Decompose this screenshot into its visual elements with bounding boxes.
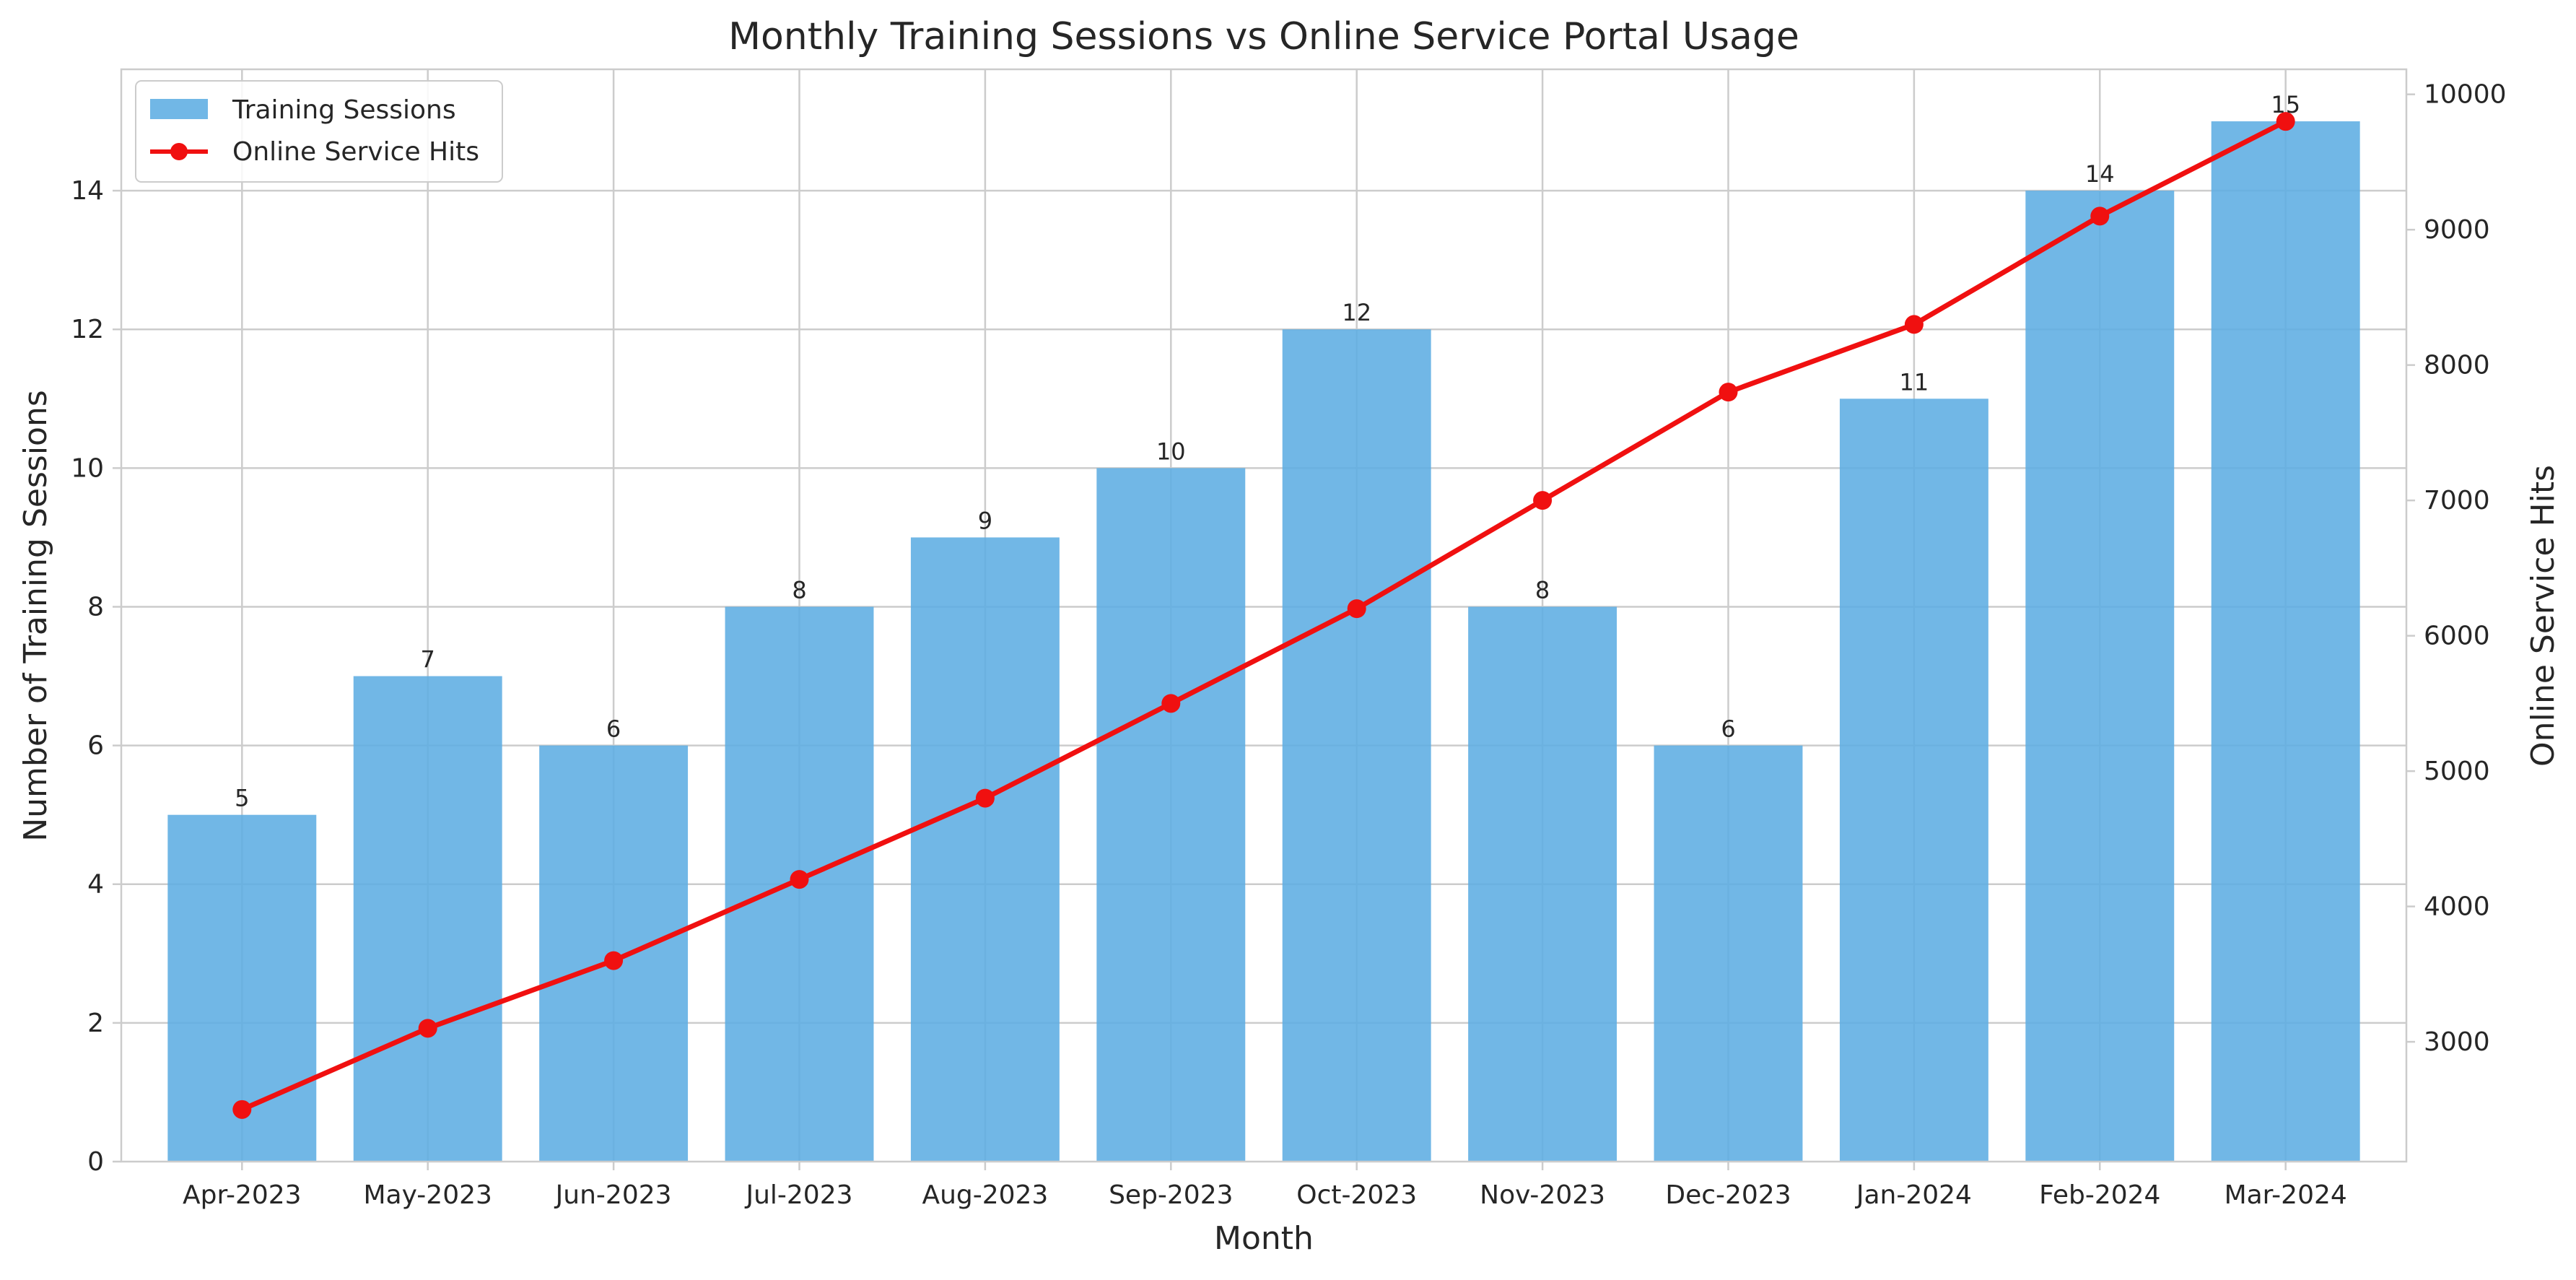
bar-value-label: 10 (1156, 437, 1186, 465)
bar-value-label: 8 (1535, 576, 1550, 604)
online-service-hits-point (1904, 315, 1924, 334)
plot-frame (120, 68, 2408, 1163)
y2-tick-label: 4000 (2424, 892, 2490, 922)
y-tick-label: 0 (87, 1147, 104, 1177)
line-series (232, 112, 2295, 1119)
bar-value-label: 8 (792, 576, 806, 604)
y2-tick-label: 10000 (2424, 80, 2507, 110)
y-tick-label: 6 (87, 731, 104, 761)
x-tick-label: Apr-2023 (183, 1180, 302, 1210)
x-axis-title: Month (1214, 1220, 1314, 1257)
online-service-hits-point (1719, 383, 1738, 402)
bar-may-2023 (353, 676, 502, 1162)
y-tick-label: 12 (71, 315, 104, 344)
online-service-hits-point (790, 870, 809, 889)
online-service-hits-point (232, 1100, 252, 1119)
x-tick-label: May-2023 (364, 1180, 492, 1210)
bar-value-label: 9 (978, 507, 992, 534)
y2-tick-label: 6000 (2424, 622, 2490, 651)
bar-value-label: 6 (1721, 715, 1735, 743)
bar-oct-2023 (1282, 329, 1431, 1162)
axes: 0 2 4 6 8 10 12 14 3000 4000 5000 6000 7000 8000 9000 1… (71, 80, 2506, 1210)
bar-value-label: 6 (606, 715, 621, 743)
y-tick-label: 2 (87, 1009, 104, 1038)
y-tick-label: 4 (87, 870, 104, 900)
x-tick-label: Oct-2023 (1296, 1180, 1417, 1210)
legend-label-training-sessions: Training Sessions (232, 95, 456, 125)
bar-value-label: 5 (235, 785, 249, 812)
bar-value-label: 12 (1342, 299, 1371, 326)
y-tick-label: 10 (71, 453, 104, 483)
y2-tick-label: 5000 (2424, 757, 2490, 786)
chart-title: Monthly Training Sessions vs Online Serv… (728, 15, 1799, 58)
legend-marker-online-service-hits (170, 143, 188, 160)
bar-value-label: 11 (1900, 368, 1929, 396)
y-tick-label: 14 (71, 176, 104, 206)
y-axis-title: Number of Training Sessions (17, 390, 54, 842)
y2-tick-label: 9000 (2424, 215, 2490, 245)
legend-label-online-service-hits: Online Service Hits (232, 137, 479, 167)
y2-tick-label: 3000 (2424, 1027, 2490, 1057)
y-tick-label: 8 (87, 592, 104, 622)
bar-jan-2024 (1839, 399, 1988, 1162)
bar-aug-2023 (910, 537, 1060, 1162)
x-tick-label: Aug-2023 (922, 1180, 1048, 1210)
online-service-hits-point (604, 951, 624, 970)
x-tick-label: Jan-2024 (1855, 1180, 1972, 1210)
online-service-hits-point (1161, 694, 1181, 713)
x-tick-label: Dec-2023 (1665, 1180, 1791, 1210)
x-tick-label: Feb-2024 (2039, 1180, 2160, 1210)
bar-sep-2023 (1096, 468, 1246, 1162)
online-service-hits-point (2276, 112, 2295, 131)
y2-tick-label: 7000 (2424, 486, 2490, 515)
legend: Training Sessions Online Service Hits (135, 80, 503, 183)
bar-series (167, 121, 2360, 1162)
x-tick-label: Nov-2023 (1480, 1180, 1605, 1210)
x-tick-label: Sep-2023 (1109, 1180, 1233, 1210)
bar-value-label: 14 (2085, 160, 2115, 188)
bar-mar-2024 (2211, 121, 2360, 1162)
bar-value-label: 7 (421, 646, 435, 674)
online-service-hits-point (1347, 599, 1366, 619)
x-tick-label: Mar-2024 (2224, 1180, 2347, 1210)
bar-feb-2024 (2025, 191, 2175, 1162)
online-service-hits-point (418, 1019, 437, 1038)
x-tick-label: Jun-2023 (554, 1180, 672, 1210)
online-service-hits-point (1533, 491, 1553, 510)
legend-box (135, 80, 503, 183)
online-service-hits-line (239, 118, 2289, 1113)
online-service-hits-point (2090, 206, 2110, 226)
data-labels: 5 7 6 8 9 10 12 8 6 11 14 15 (235, 91, 2300, 812)
bar-nov-2023 (1468, 606, 1617, 1162)
y2-axis-title: Online Service Hits (2525, 465, 2562, 767)
bar-value-label: 15 (2271, 91, 2300, 118)
bar-dec-2023 (1654, 745, 1803, 1162)
x-tick-label: Jul-2023 (744, 1180, 852, 1210)
online-service-hits-point (975, 788, 995, 808)
legend-swatch-training-sessions (150, 99, 208, 119)
y2-tick-label: 8000 (2424, 351, 2490, 380)
